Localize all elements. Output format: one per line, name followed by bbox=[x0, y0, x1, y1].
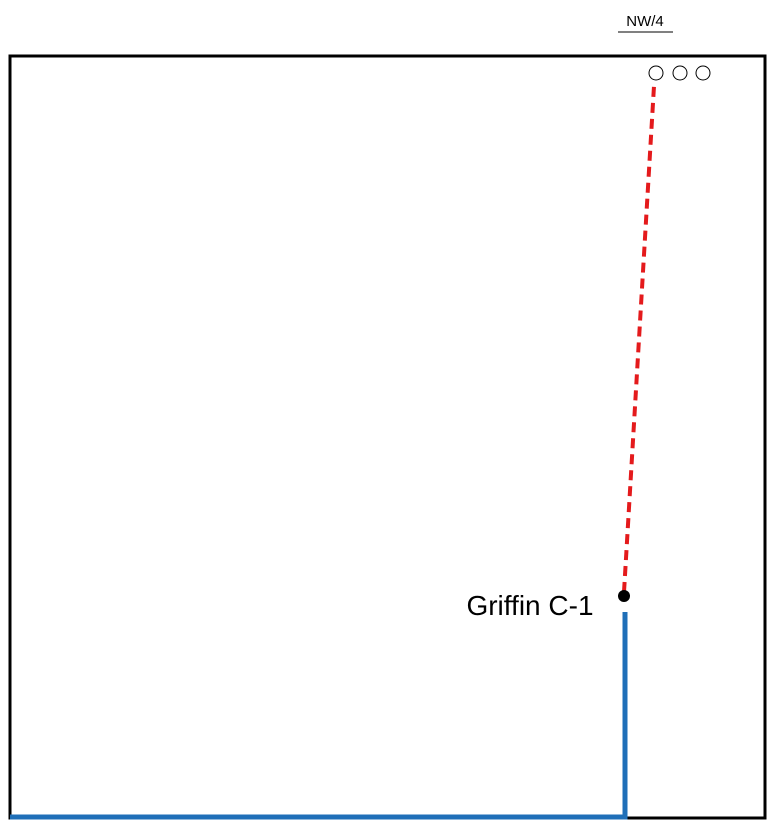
lateral-path-line bbox=[622, 85, 656, 593]
surface-path-line bbox=[10, 612, 628, 820]
well-label: Griffin C-1 bbox=[466, 590, 593, 621]
section-label: NW/4 bbox=[626, 13, 664, 30]
planned-wells-group bbox=[648, 65, 711, 81]
circle-outline-icon bbox=[695, 65, 711, 81]
circle-outline-icon bbox=[648, 65, 664, 81]
well-marker-icon bbox=[618, 590, 630, 602]
circle-outline-icon bbox=[672, 65, 688, 81]
section-boundary bbox=[8, 54, 767, 820]
